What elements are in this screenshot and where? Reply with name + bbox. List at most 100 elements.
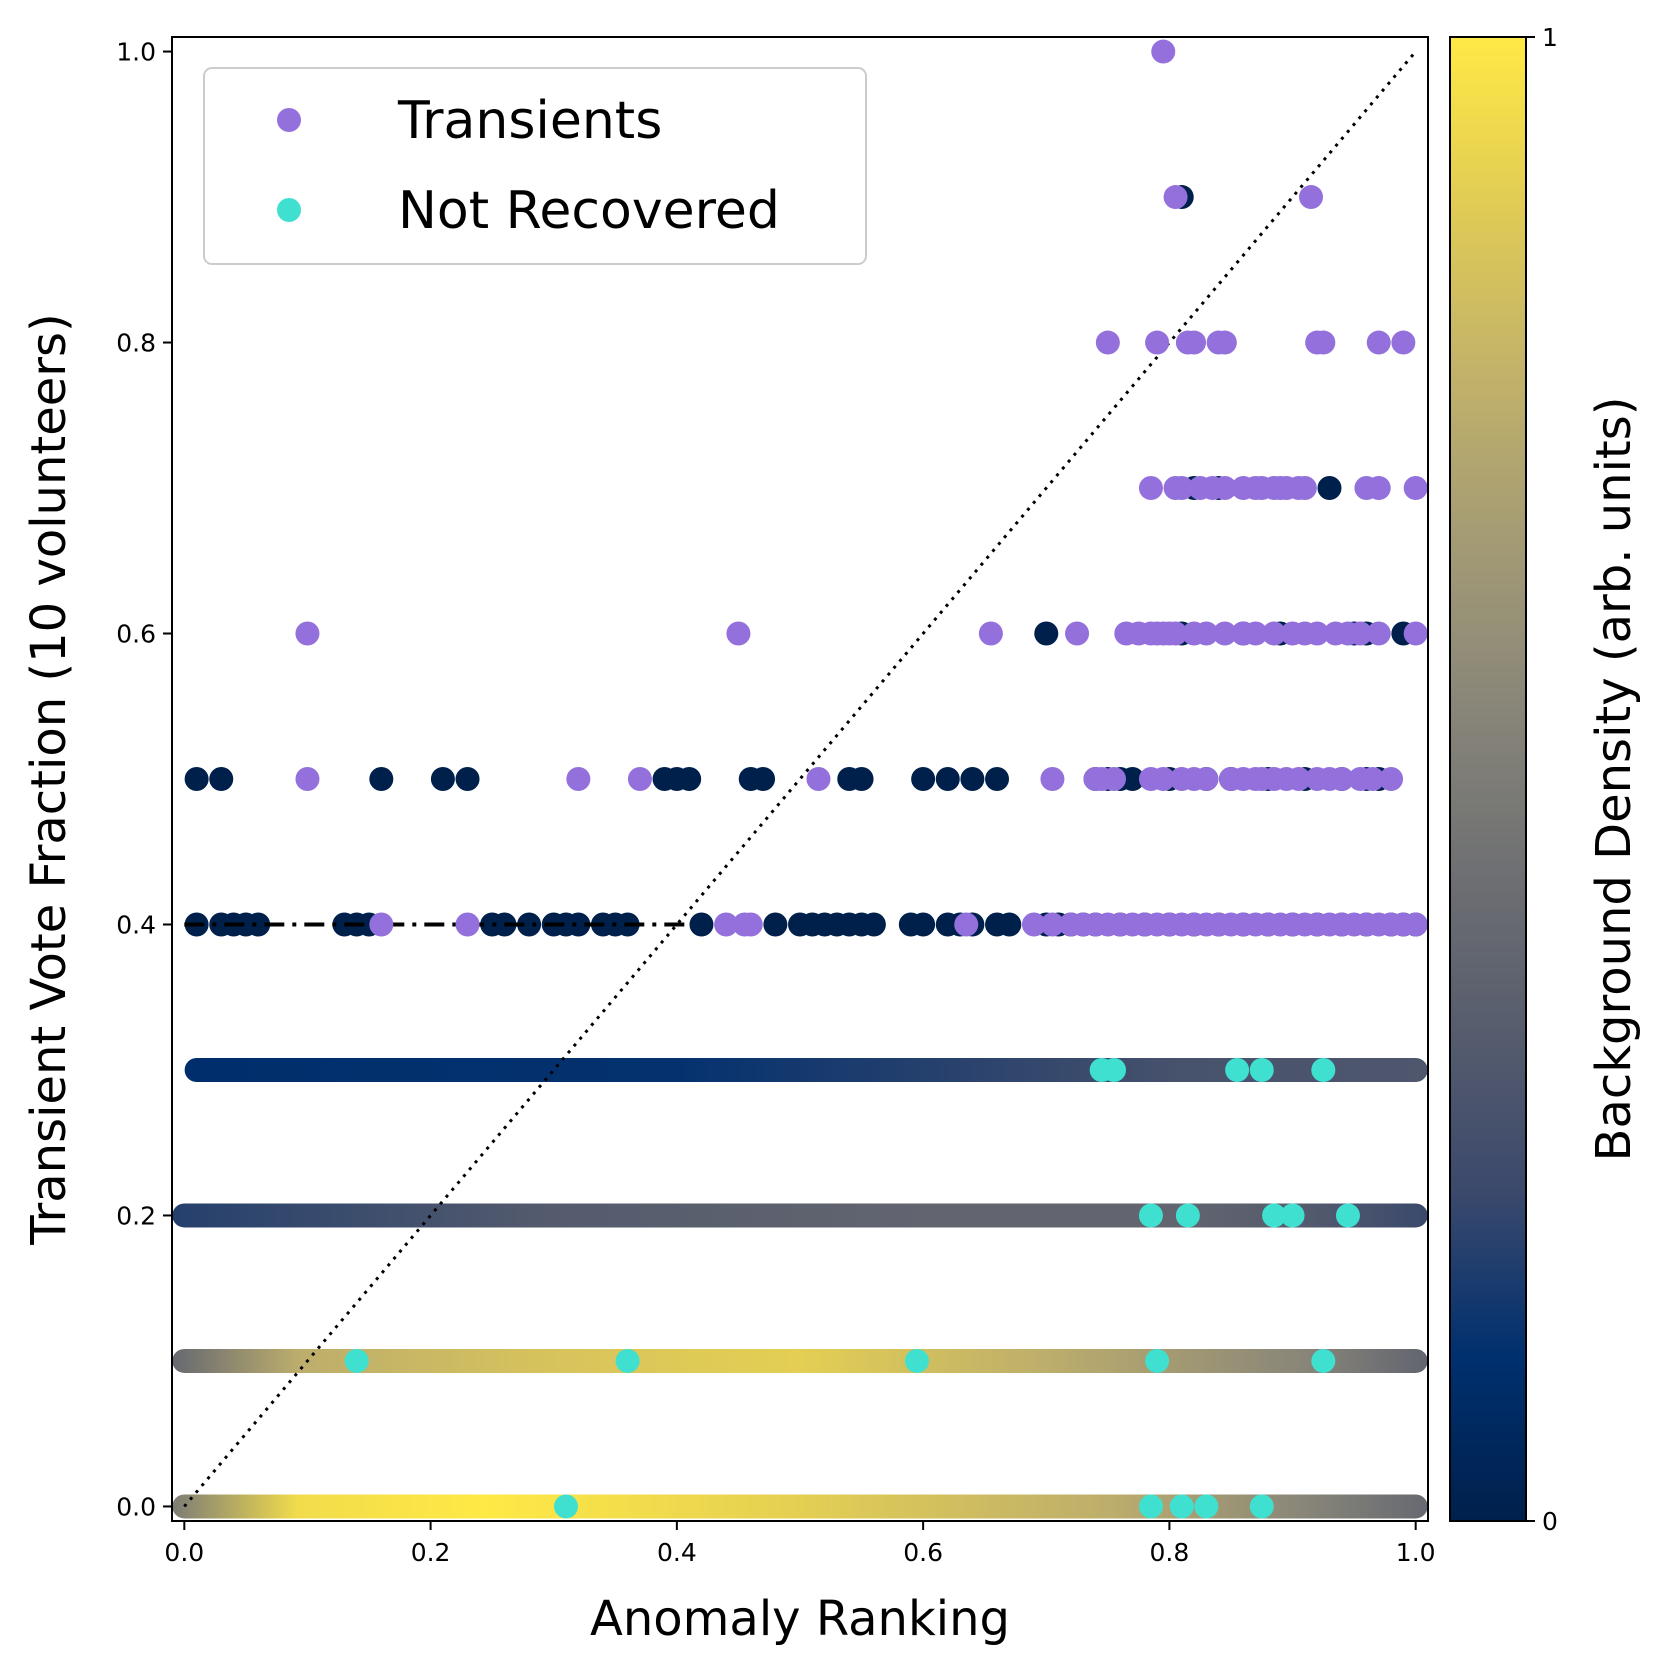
x-axis: 0.0 0.2 0.4 0.6 0.8 1.0: [164, 1521, 1436, 1567]
data-point: [554, 1494, 579, 1519]
background-point: [763, 912, 788, 937]
background-point: [935, 767, 960, 791]
y-tick-label: 0.4: [116, 910, 156, 939]
data-point: [1292, 476, 1317, 501]
x-tick-label: 0.4: [657, 1538, 697, 1567]
background-density-layer: [172, 185, 1428, 1519]
y-tick-label: 0.8: [116, 329, 156, 358]
series-transients: [295, 39, 1428, 937]
background-point: [1120, 767, 1145, 791]
data-point: [455, 912, 480, 937]
y-axis-title: Transient Vote Fraction (10 volunteers): [21, 313, 77, 1246]
data-point: [369, 912, 394, 937]
data-point: [1286, 767, 1311, 791]
data-point: [1102, 1057, 1126, 1082]
data-point: [295, 767, 320, 791]
data-point: [1040, 767, 1065, 791]
background-point: [689, 912, 714, 937]
data-point: [1243, 621, 1268, 646]
colorbar-title: Background Density (arb. units): [1586, 397, 1642, 1162]
data-point: [1403, 621, 1428, 646]
data-point: [1040, 912, 1065, 937]
background-point: [369, 767, 394, 791]
data-point: [1212, 330, 1237, 355]
data-point: [1360, 767, 1385, 791]
background-point: [1034, 621, 1059, 646]
background-point: [960, 767, 985, 791]
background-point: [997, 912, 1022, 937]
data-point: [1403, 476, 1428, 501]
data-point: [1194, 621, 1219, 646]
colorbar-max-label: 1: [1542, 23, 1558, 52]
background-point: [861, 912, 886, 937]
data-point: [1138, 476, 1163, 501]
background-point: [849, 767, 874, 791]
data-point: [1335, 1203, 1360, 1228]
x-tick-label: 0.2: [411, 1538, 451, 1567]
data-point: [1145, 1348, 1170, 1373]
y-tick-label: 0.0: [116, 1492, 156, 1521]
data-point: [1145, 330, 1170, 355]
data-point: [1391, 330, 1416, 355]
data-point: [1366, 621, 1391, 646]
data-point: [1175, 1203, 1200, 1228]
background-point: [911, 767, 936, 791]
data-point: [1212, 621, 1237, 646]
data-point: [954, 912, 979, 937]
data-point: [1299, 185, 1324, 210]
background-point: [184, 767, 209, 791]
data-point: [1065, 621, 1090, 646]
legend-label: Transients: [397, 91, 662, 151]
legend-label: Not Recovered: [398, 181, 780, 241]
x-tick-label: 1.0: [1396, 1538, 1436, 1567]
data-point: [1311, 1348, 1336, 1373]
background-band: [172, 1348, 1428, 1373]
data-point: [1249, 1057, 1274, 1082]
data-point: [1138, 1494, 1163, 1519]
data-point: [1403, 912, 1428, 937]
data-point: [1151, 39, 1176, 64]
data-point: [566, 767, 591, 791]
y-axis: 0.0 0.2 0.4 0.6 0.8 1.0: [116, 38, 172, 1521]
data-point: [1262, 621, 1287, 646]
data-point: [295, 621, 320, 646]
y-tick-label: 0.2: [116, 1201, 156, 1230]
legend: Transients Not Recovered: [203, 67, 867, 265]
data-point: [978, 621, 1003, 646]
x-tick-label: 0.0: [164, 1538, 204, 1567]
data-point: [738, 912, 763, 937]
data-point: [904, 1348, 929, 1373]
data-point: [1311, 1057, 1336, 1082]
data-point: [726, 621, 751, 646]
legend-marker: [277, 108, 301, 132]
data-point: [627, 767, 652, 791]
legend-marker: [277, 198, 301, 222]
colorbar-gradient: [1449, 36, 1527, 1522]
y-tick-label: 1.0: [116, 38, 156, 67]
data-point: [1262, 1203, 1287, 1228]
data-point: [1169, 1494, 1194, 1519]
reference-lines: [183, 50, 1417, 1508]
data-point: [1348, 621, 1373, 646]
background-point: [677, 767, 702, 791]
y-tick-label: 0.6: [116, 620, 156, 649]
data-point: [1329, 767, 1354, 791]
data-point: [615, 1348, 640, 1373]
data-point: [1021, 912, 1046, 937]
x-axis-title: Anomaly Ranking: [590, 1591, 1010, 1647]
background-point: [985, 767, 1010, 791]
background-band: [172, 1494, 1428, 1519]
data-series-layer: [295, 39, 1428, 1519]
x-tick-label: 0.6: [903, 1538, 943, 1567]
data-point: [1194, 1494, 1219, 1519]
legend-box: [203, 67, 867, 265]
background-point: [430, 767, 455, 791]
background-point: [455, 767, 480, 791]
data-point: [1212, 476, 1237, 501]
data-point: [1138, 1203, 1163, 1228]
background-point: [517, 912, 542, 937]
data-point: [1194, 767, 1219, 791]
data-point: [1366, 330, 1391, 355]
data-point: [1379, 767, 1404, 791]
